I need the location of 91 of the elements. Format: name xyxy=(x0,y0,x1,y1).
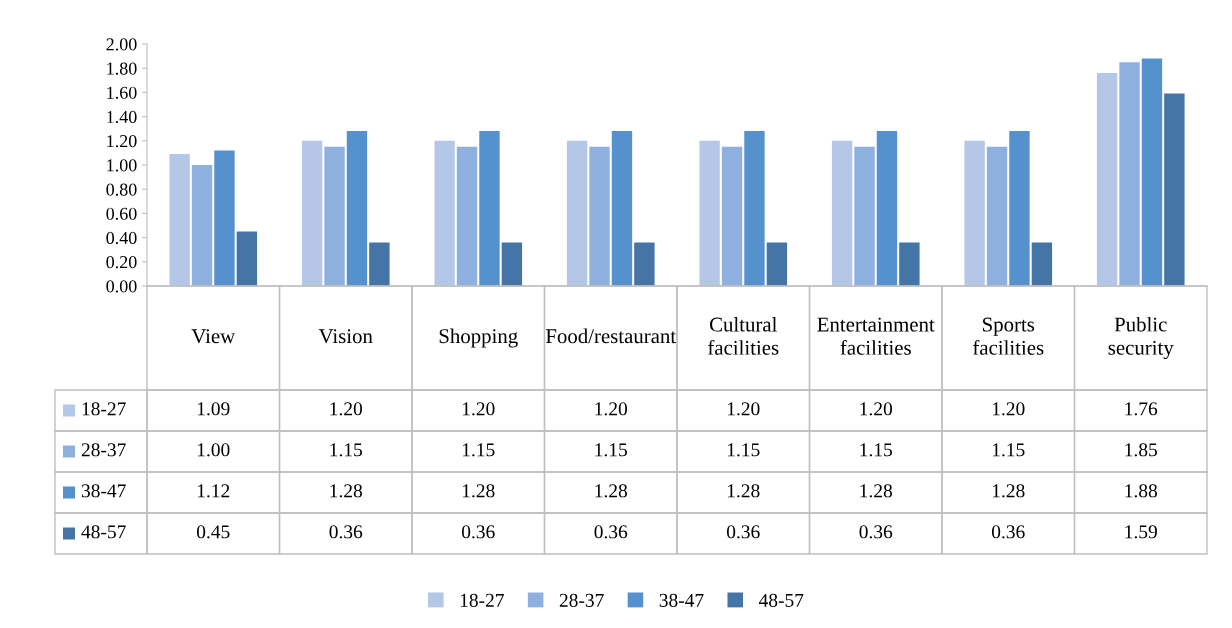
bar xyxy=(369,242,390,286)
bar xyxy=(566,140,588,286)
x-tick-label: Public security xyxy=(1108,316,1174,360)
bar xyxy=(434,140,455,286)
data-label: 0.45 xyxy=(196,525,230,539)
y-tick-label: 1.00 xyxy=(107,159,137,172)
legend-label: 28-37 xyxy=(81,443,126,457)
bar xyxy=(1031,242,1053,286)
bar xyxy=(214,150,235,286)
data-label: 1.28 xyxy=(992,484,1025,498)
bar xyxy=(501,242,523,286)
legend-label: 48-57 xyxy=(81,525,126,539)
bar xyxy=(1164,93,1185,286)
x-tick-label: Sports facilities xyxy=(973,317,1044,355)
data-label: 1.12 xyxy=(197,484,230,498)
bar xyxy=(831,140,853,286)
bar xyxy=(301,140,323,286)
y-tick-label: 0.00 xyxy=(106,280,137,293)
bar xyxy=(169,154,190,286)
legend-label: 18-27 xyxy=(82,402,126,416)
data-label: 1.15 xyxy=(992,443,1025,457)
data-label: 0.36 xyxy=(329,525,363,539)
data-label: 1.20 xyxy=(860,402,893,416)
text: 18-27 xyxy=(460,593,504,607)
data-label: 1.76 xyxy=(1125,402,1158,416)
y-tick-label: 0.80 xyxy=(106,183,137,196)
data-label: 1.20 xyxy=(595,402,628,416)
data-label: 1.59 xyxy=(1125,525,1157,539)
y-tick-label: 0.40 xyxy=(106,231,137,245)
data-label: 1.28 xyxy=(595,484,628,498)
data-label: 1.15 xyxy=(727,443,760,457)
bar xyxy=(589,146,610,286)
bar xyxy=(1009,131,1030,286)
text: 28-37 xyxy=(559,593,604,607)
text: 38-47 xyxy=(659,593,704,607)
y-tick-label: 0.60 xyxy=(106,207,137,220)
x-tick-label: Vision xyxy=(318,329,373,344)
data-label: 1.28 xyxy=(330,484,363,498)
data-label: 1.09 xyxy=(197,402,230,416)
data-label: 1.20 xyxy=(330,402,363,416)
bar xyxy=(964,140,985,286)
data-label: 1.28 xyxy=(860,484,893,498)
data-label: 0.36 xyxy=(726,525,760,539)
y-tick-label: 1.40 xyxy=(107,110,137,124)
data-label: 0.36 xyxy=(461,525,495,539)
bar xyxy=(986,146,1008,286)
data-label: 1.20 xyxy=(727,402,760,416)
data-label: 1.15 xyxy=(860,443,892,457)
bar xyxy=(191,165,213,286)
y-tick-label: 2.00 xyxy=(106,38,137,51)
y-tick-label: 1.80 xyxy=(107,62,137,75)
bar xyxy=(854,146,875,286)
bar xyxy=(611,131,633,286)
x-tick-label: Shopping xyxy=(439,328,518,348)
data-label: 0.36 xyxy=(594,525,628,539)
x-tick-label: View xyxy=(191,329,236,344)
data-label: 0.36 xyxy=(991,525,1025,539)
data-label: 1.20 xyxy=(992,402,1025,416)
bar xyxy=(1119,62,1140,286)
bar xyxy=(324,146,345,286)
bar xyxy=(721,146,743,286)
x-tick-label: Entertainment facilities xyxy=(817,317,935,355)
bar xyxy=(456,146,478,286)
bar xyxy=(766,242,788,286)
bar xyxy=(1141,58,1163,286)
y-tick-label: 1.20 xyxy=(107,135,137,148)
bar xyxy=(1096,73,1118,286)
y-tick-label: 1.60 xyxy=(107,86,137,99)
legend-label: 38-47 xyxy=(81,484,126,498)
data-label: 1.28 xyxy=(462,484,495,498)
bar xyxy=(634,242,655,286)
y-tick-label: 0.20 xyxy=(106,256,137,269)
data-label: 1.28 xyxy=(727,484,760,498)
bar xyxy=(744,131,765,286)
data-label: 1.88 xyxy=(1125,484,1158,498)
bar xyxy=(346,131,368,286)
data-label: 1.15 xyxy=(462,443,495,457)
x-tick-label: Cultural facilities xyxy=(708,316,779,355)
data-label: 0.36 xyxy=(859,525,893,539)
data-label: 1.20 xyxy=(462,402,495,416)
bar xyxy=(699,140,720,286)
text: 48-57 xyxy=(758,593,804,607)
bar xyxy=(479,131,500,286)
data-label: 1.15 xyxy=(595,443,627,457)
data-label: 1.85 xyxy=(1125,443,1157,457)
bar xyxy=(236,231,258,286)
data-label: 1.15 xyxy=(330,443,362,457)
bar xyxy=(899,242,920,286)
x-tick-label: Food/restaurant xyxy=(545,328,677,344)
bar xyxy=(876,131,898,286)
data-label: 1.00 xyxy=(197,443,230,457)
